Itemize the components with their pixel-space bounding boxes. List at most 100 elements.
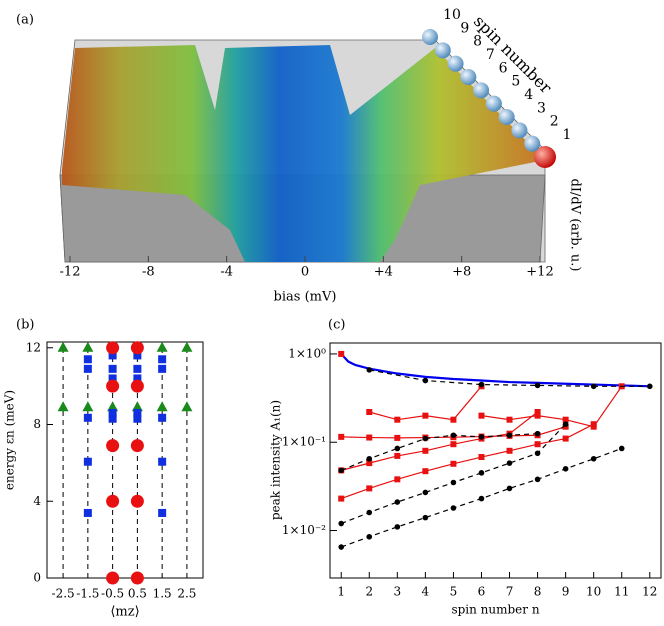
point xyxy=(534,476,541,483)
spin-sphere xyxy=(422,29,438,45)
panel-label: (a) xyxy=(16,13,34,28)
point xyxy=(478,434,485,440)
point xyxy=(181,401,193,412)
point xyxy=(83,413,92,422)
spin-sphere xyxy=(473,82,490,99)
point xyxy=(130,341,144,355)
series-line xyxy=(341,411,538,471)
y-axis-label: peak intensity A₁(n) xyxy=(269,400,283,520)
point xyxy=(534,450,541,457)
x-tick-label: +4 xyxy=(374,265,393,280)
point xyxy=(133,374,142,383)
series-line xyxy=(481,385,623,428)
point xyxy=(108,351,117,360)
point xyxy=(534,408,541,415)
x-tick-label: 2 xyxy=(365,585,373,599)
point xyxy=(394,452,401,459)
point xyxy=(108,374,117,383)
point xyxy=(422,514,429,521)
point xyxy=(130,439,144,453)
point xyxy=(107,401,119,412)
point xyxy=(506,485,513,492)
spin-sphere xyxy=(485,95,502,112)
point xyxy=(562,416,569,423)
x-axis-label: ⟨mz⟩ xyxy=(110,605,139,620)
point xyxy=(130,379,144,393)
x-tick-label: -1.5 xyxy=(76,587,99,601)
point xyxy=(158,355,167,364)
x-tick-label: 12 xyxy=(642,585,657,599)
point xyxy=(158,413,167,422)
point xyxy=(366,367,373,373)
point xyxy=(422,447,429,454)
point xyxy=(158,508,167,517)
spin-number: 5 xyxy=(511,74,520,90)
point xyxy=(422,412,429,419)
plot-frame xyxy=(329,342,662,579)
x-tick-label: 1.5 xyxy=(153,587,172,601)
point xyxy=(108,408,117,417)
point xyxy=(338,520,345,527)
series-line xyxy=(341,423,594,500)
x-tick-label: +8 xyxy=(452,265,471,280)
panel-label: (c) xyxy=(328,318,345,333)
spin-sphere xyxy=(524,135,541,152)
point xyxy=(106,571,120,585)
spin-sphere xyxy=(534,146,556,168)
point xyxy=(590,383,597,390)
point xyxy=(534,382,541,389)
point xyxy=(106,379,120,393)
point xyxy=(133,414,142,423)
point xyxy=(338,433,345,440)
x-axis-label: spin number n xyxy=(451,603,539,617)
point xyxy=(450,460,457,467)
point xyxy=(366,533,373,540)
x-tick-label: 3 xyxy=(394,585,402,599)
x-tick-label: 9 xyxy=(562,585,570,599)
point xyxy=(646,383,653,390)
point xyxy=(131,401,143,412)
point xyxy=(450,441,457,448)
spin-number: 2 xyxy=(550,114,559,130)
point xyxy=(562,435,569,442)
point xyxy=(83,457,92,466)
x-tick-label: 2.5 xyxy=(177,587,196,601)
point xyxy=(590,455,597,462)
point xyxy=(450,505,457,511)
x-tick-label: -8 xyxy=(142,265,155,280)
point xyxy=(394,445,401,452)
point xyxy=(506,432,513,439)
point xyxy=(366,434,373,441)
point xyxy=(82,401,94,412)
x-tick-label: 10 xyxy=(586,585,601,599)
point xyxy=(57,401,69,412)
point xyxy=(478,495,485,502)
point xyxy=(478,470,485,476)
point xyxy=(506,447,513,454)
point xyxy=(422,468,429,475)
y-tick-label: 1×10⁰ xyxy=(288,346,326,360)
point xyxy=(534,430,541,437)
x-tick-label: 7 xyxy=(506,585,514,599)
y-tick-label: 0 xyxy=(33,571,41,585)
spin-number: 3 xyxy=(537,100,546,116)
point xyxy=(506,460,513,466)
spin-sphere xyxy=(498,109,515,125)
y-axis-label: energy εn (meV) xyxy=(3,390,17,490)
point xyxy=(562,466,569,472)
point xyxy=(106,341,120,355)
plot-frame xyxy=(46,341,204,579)
point xyxy=(366,509,373,516)
point xyxy=(156,341,168,352)
point xyxy=(478,412,485,419)
point xyxy=(478,454,485,461)
point xyxy=(338,467,345,474)
point xyxy=(422,377,429,384)
spin-sphere xyxy=(511,122,528,139)
spin-number: 9 xyxy=(460,20,469,36)
y-tick-label: 1×10⁻¹ xyxy=(282,435,326,449)
x-tick-label: +12 xyxy=(526,265,553,280)
point xyxy=(82,341,94,352)
point xyxy=(450,432,457,439)
